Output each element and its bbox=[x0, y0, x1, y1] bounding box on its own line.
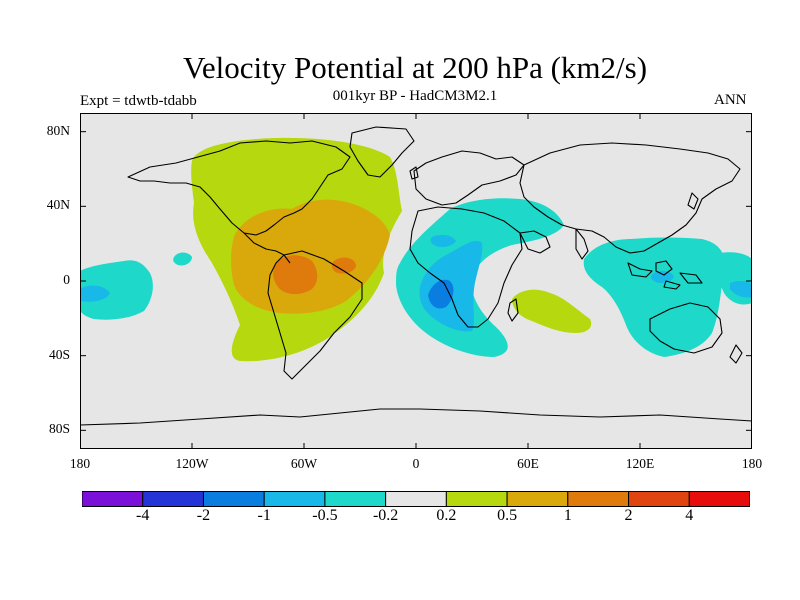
lat-label: 0 bbox=[63, 272, 70, 287]
lon-label: 60W bbox=[290, 456, 318, 471]
lat-label: 80N bbox=[46, 122, 70, 138]
colorbar-label: -1 bbox=[257, 507, 271, 524]
contour-positive-indian bbox=[512, 289, 592, 333]
contour-negative-0.5b bbox=[430, 234, 456, 248]
contour-negative-pacific-blob bbox=[173, 252, 192, 266]
contour-negative-pacific-west-inner bbox=[80, 285, 110, 302]
lon-label: 180 bbox=[741, 456, 763, 471]
contour-positive-1 bbox=[273, 255, 318, 295]
contour-negative-pacific-east-inner bbox=[730, 280, 752, 298]
colorbar-swatch bbox=[142, 491, 204, 507]
colorbar-label: -0.5 bbox=[312, 507, 338, 524]
colorbar-swatch bbox=[202, 491, 265, 507]
colorbar bbox=[82, 491, 750, 507]
colorbar-label: 0.2 bbox=[436, 507, 457, 524]
map-ticks bbox=[80, 113, 752, 449]
colorbar-swatch bbox=[688, 491, 750, 507]
colorbar-label: 2 bbox=[624, 507, 633, 524]
contour-positive-1b bbox=[331, 257, 356, 274]
contour-positive-0.5 bbox=[231, 199, 390, 314]
colorbar-swatch bbox=[385, 491, 447, 507]
experiment-label: Expt = tdwtb-tdabb bbox=[80, 93, 197, 109]
colorbar-swatch bbox=[445, 491, 508, 507]
colorbar-swatch bbox=[567, 491, 630, 507]
plot-title: Velocity Potential at 200 hPa (km2/s) bbox=[182, 50, 648, 85]
colorbar-swatch bbox=[506, 491, 569, 507]
colorbar-label: 0.5 bbox=[497, 507, 518, 524]
lon-label: 60E bbox=[517, 456, 539, 471]
lon-label: 180 bbox=[69, 456, 91, 471]
colorbar-label: -2 bbox=[196, 507, 211, 524]
colorbar-swatch bbox=[82, 491, 144, 507]
lat-label: 80S bbox=[48, 421, 70, 437]
contour-negative-indopacific-inner bbox=[651, 270, 674, 284]
contour-negative-indopacific bbox=[583, 237, 726, 357]
colorbar-label: 1 bbox=[563, 507, 572, 524]
coastlines bbox=[80, 126, 752, 426]
colorbar-swatch bbox=[324, 491, 387, 507]
map-panel bbox=[80, 113, 752, 449]
lat-label: 40S bbox=[48, 346, 70, 362]
lon-label: 120E bbox=[625, 456, 655, 471]
contour-negative-pacific-west bbox=[80, 260, 153, 320]
colorbar-label: -0.2 bbox=[372, 507, 399, 524]
contour-negative-1 bbox=[428, 279, 454, 309]
lon-label: 120W bbox=[175, 456, 209, 471]
colorbar-swatch bbox=[628, 491, 690, 507]
season-label: ANN bbox=[714, 92, 747, 108]
plot-subtitle: 001kyr BP - HadCM3M2.1 bbox=[332, 88, 498, 104]
colorbar-label: 4 bbox=[685, 507, 694, 524]
colorbar-label: -4 bbox=[136, 507, 150, 524]
colorbar-swatch bbox=[263, 491, 326, 507]
lon-label: 0 bbox=[412, 456, 420, 471]
lat-label: 40N bbox=[46, 197, 70, 213]
